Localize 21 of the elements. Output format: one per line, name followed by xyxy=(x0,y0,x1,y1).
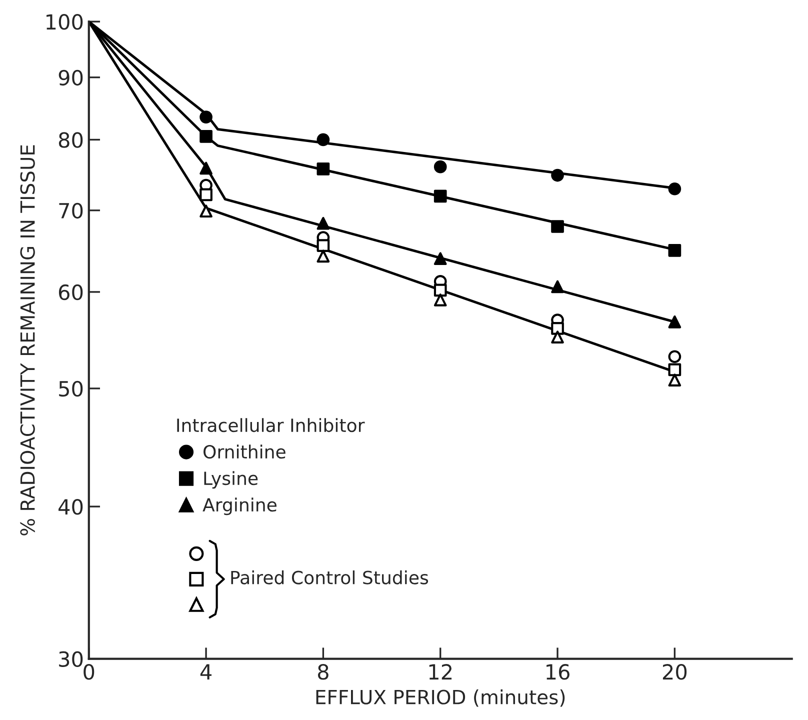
y-tick-label: 70 xyxy=(59,202,83,219)
y-tick-label: 90 xyxy=(58,70,83,86)
y-tick-label: 30 xyxy=(59,651,83,668)
y-axis-title: % RADIOACTIVITY REMAINING IN TISSUE xyxy=(20,145,35,536)
legend-label: Ornithine xyxy=(204,444,286,459)
x-axis-title: EFFLUX PERIOD (minutes) xyxy=(316,689,565,707)
x-tick-label: 16 xyxy=(546,664,570,680)
x-tick-label: 20 xyxy=(662,664,687,680)
legend-label: Arginine xyxy=(202,498,276,516)
y-tick-label: 100 xyxy=(46,14,83,30)
legend-title: Intracellular Inhibitor xyxy=(177,418,365,432)
y-tick-label: 60 xyxy=(58,284,83,300)
x-tick-label: 12 xyxy=(429,664,452,680)
y-tick-label: 50 xyxy=(59,380,83,397)
y-tick-label: 80 xyxy=(58,132,83,148)
x-tick-label: 8 xyxy=(318,664,328,680)
x-tick-label: 0 xyxy=(84,664,94,680)
y-tick-label: 40 xyxy=(58,499,83,515)
annotation: Paired Control Studies xyxy=(231,570,428,584)
legend-label: Lysine xyxy=(204,471,258,489)
x-tick-label: 4 xyxy=(200,664,212,680)
